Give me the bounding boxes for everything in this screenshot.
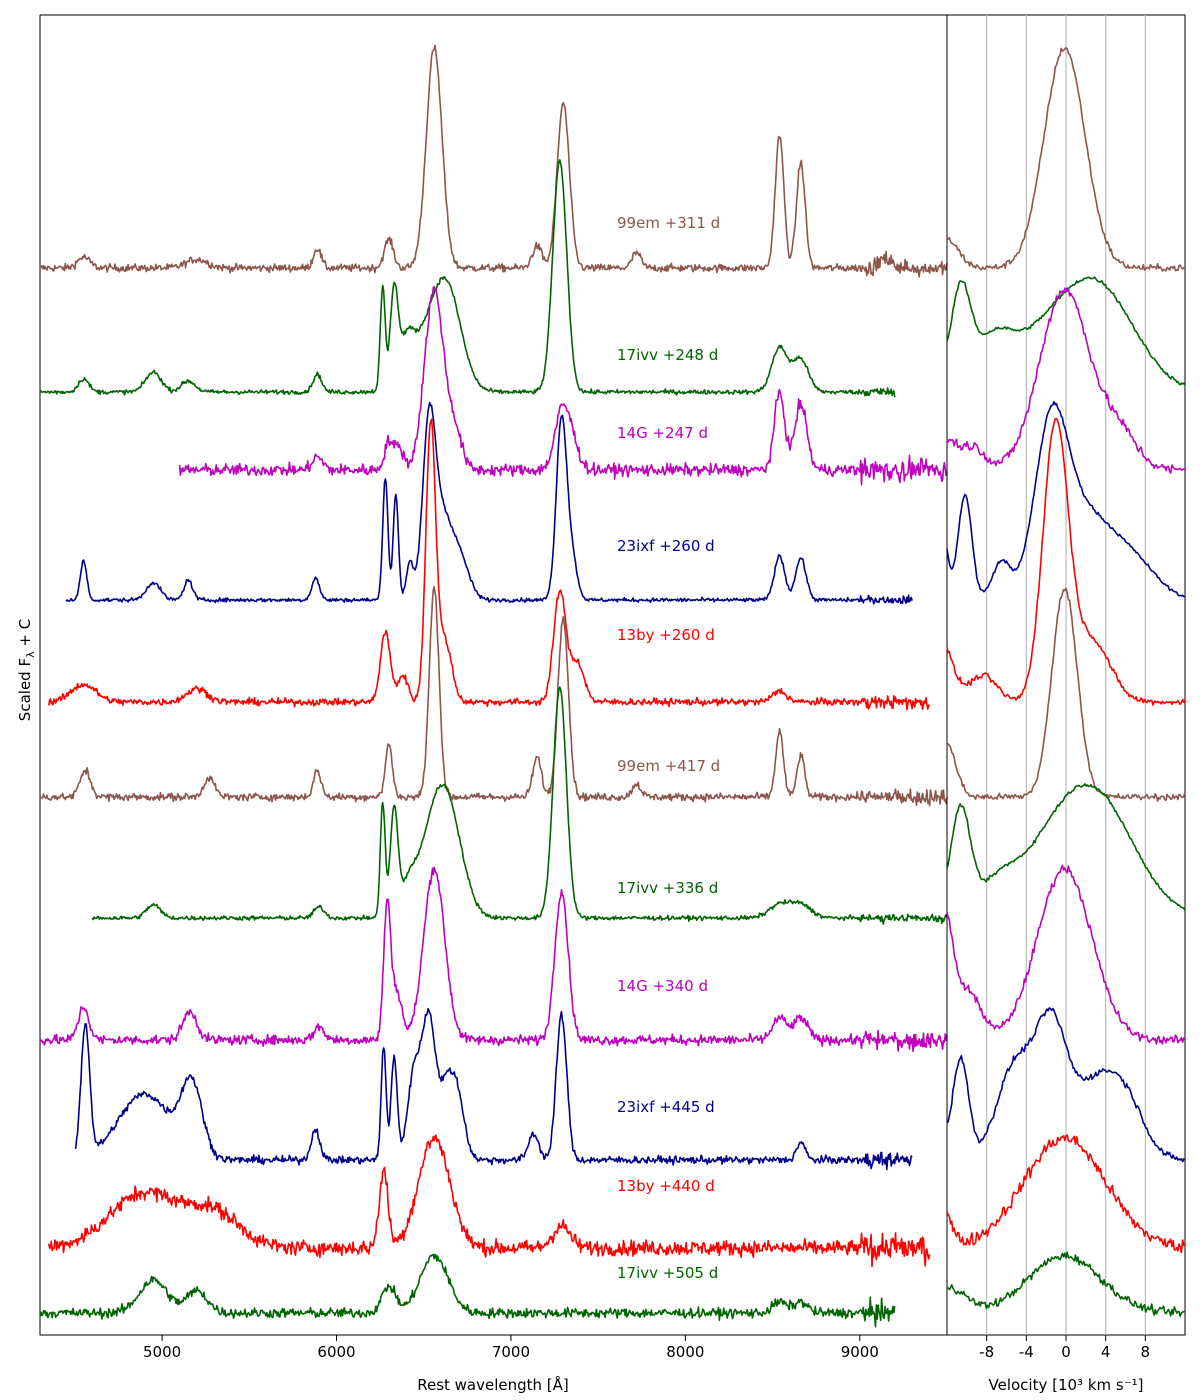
- spectrum-line: [47, 418, 930, 711]
- series-label: 23ixf +260 d: [617, 537, 715, 555]
- velocity-profile-line: [946, 417, 1186, 706]
- x-tick-label: 9000: [841, 1343, 879, 1361]
- series-label: 23ixf +445 d: [617, 1098, 715, 1116]
- velocity-profile-line: [946, 276, 1186, 386]
- spectrum-line: [74, 1008, 913, 1171]
- series-label: 17ivv +248 d: [617, 346, 718, 364]
- velocity-profile-line: [946, 1007, 1186, 1163]
- velocity-profile-line: [946, 783, 1186, 911]
- velocity-profile-line: [946, 587, 1186, 802]
- velocity-x-tick-label: 0: [1061, 1343, 1071, 1361]
- series-label: 17ivv +336 d: [617, 879, 718, 897]
- velocity-panel: -8 -4 0 4 8: [946, 14, 1186, 1361]
- spectrum-line: [39, 586, 948, 807]
- series-label: 99em +417 d: [617, 757, 720, 775]
- series-label: 13by +440 d: [617, 1177, 715, 1195]
- velocity-profile-line: [946, 864, 1186, 1045]
- series-label: 99em +311 d: [617, 214, 720, 232]
- spectrum-line: [91, 686, 948, 925]
- series-label: 14G +340 d: [617, 977, 708, 995]
- velocity-x-tick-label: 4: [1101, 1343, 1111, 1361]
- x-tick-label: 6000: [317, 1343, 355, 1361]
- spectrum-line: [65, 401, 913, 605]
- x-tick-label: 8000: [666, 1343, 704, 1361]
- series-label: 14G +247 d: [617, 424, 708, 442]
- spectrum-line: [39, 1253, 896, 1328]
- x-tick-label: 7000: [492, 1343, 530, 1361]
- spectrum-line: [178, 286, 948, 486]
- velocity-x-tick-label: -8: [979, 1343, 994, 1361]
- spectra-panel: 99em +311 d 17ivv +248 d 14G +247 d 23ixf +…: [39, 14, 948, 1361]
- velocity-x-axis-label: Velocity [10³ km s⁻¹]: [989, 1376, 1144, 1394]
- velocity-profile-line: [946, 1134, 1186, 1254]
- series-label: 17ivv +505 d: [617, 1264, 718, 1282]
- spectrum-line: [47, 1134, 931, 1268]
- velocity-x-tick-label: 8: [1141, 1343, 1151, 1361]
- x-tick-label: 5000: [143, 1343, 181, 1361]
- velocity-profile-line: [946, 400, 1186, 598]
- y-axis-label: Scaled Fλ + C: [16, 619, 37, 721]
- x-axis-label: Rest wavelength [Å]: [417, 1375, 569, 1394]
- velocity-profile-line: [946, 287, 1186, 474]
- series-label: 13by +260 d: [617, 626, 715, 644]
- spectra-frame: [39, 14, 948, 1336]
- velocity-profile-line: [946, 1251, 1185, 1317]
- spectrum-line: [39, 866, 948, 1052]
- spectrum-line: [39, 159, 896, 398]
- spectrum-line: [39, 44, 948, 278]
- velocity-profile-line: [946, 46, 1186, 272]
- velocity-x-tick-label: -4: [1019, 1343, 1034, 1361]
